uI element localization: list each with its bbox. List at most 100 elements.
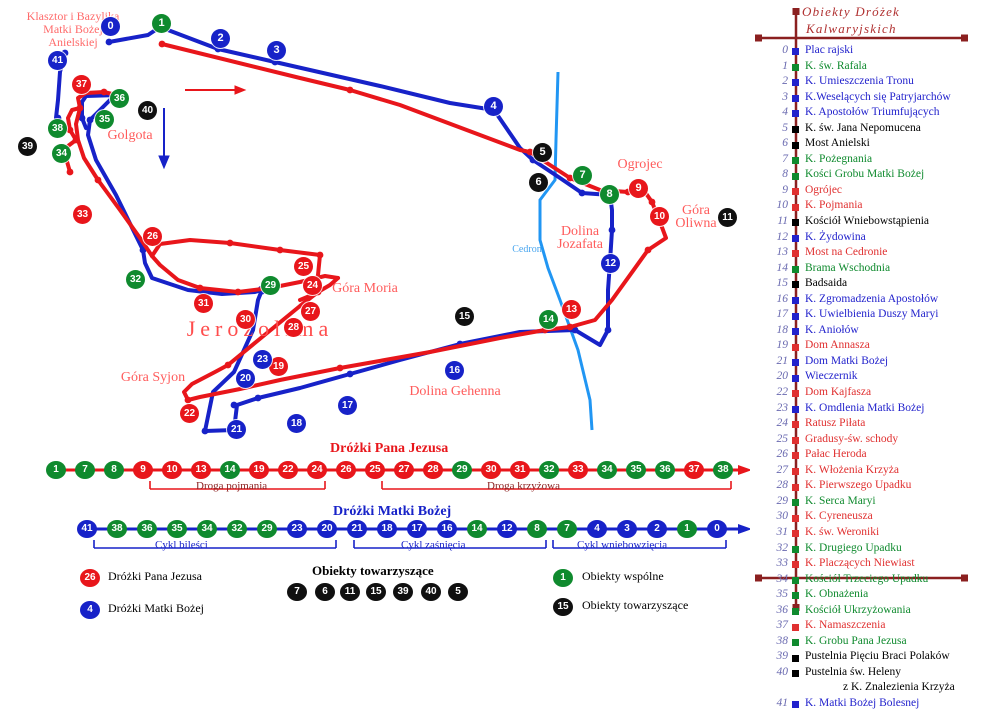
mary-strip-node-1[interactable]: 1 [677, 520, 697, 538]
legend-row-cont[interactable]: z K. Znalezienia Krzyża [752, 681, 1000, 697]
map-pin-39[interactable]: 39 [18, 137, 37, 156]
legend-row-33[interactable]: 33 K. Placzących Niewiast [752, 557, 1000, 573]
map-pin-23[interactable]: 23 [253, 350, 272, 369]
jesus-strip-node-30[interactable]: 30 [481, 461, 501, 479]
legend-row-5[interactable]: 5 K. św. Jana Nepomucena [752, 122, 1000, 138]
legend-row-12[interactable]: 12 K. Żydowina [752, 231, 1000, 247]
mary-strip-node-17[interactable]: 17 [407, 520, 427, 538]
jesus-strip-node-29[interactable]: 29 [452, 461, 472, 479]
map-pin-37[interactable]: 37 [72, 75, 91, 94]
mary-strip-node-38[interactable]: 38 [107, 520, 127, 538]
mary-strip-node-41[interactable]: 41 [77, 520, 97, 538]
map-pin-38[interactable]: 38 [48, 119, 67, 138]
mary-strip-node-23[interactable]: 23 [287, 520, 307, 538]
map-pin-11[interactable]: 11 [718, 208, 737, 227]
map-pin-30[interactable]: 30 [236, 310, 255, 329]
map-pin-7[interactable]: 7 [573, 166, 592, 185]
map-pin-6[interactable]: 6 [529, 173, 548, 192]
companion-node-6[interactable]: 6 [315, 583, 335, 601]
legend-row-1[interactable]: 1 K. św. Rafala [752, 60, 1000, 76]
jesus-strip-node-34[interactable]: 34 [597, 461, 617, 479]
jesus-strip-node-31[interactable]: 31 [510, 461, 530, 479]
map-pin-25[interactable]: 25 [294, 257, 313, 276]
map-pin-34[interactable]: 34 [52, 144, 71, 163]
mary-strip-node-16[interactable]: 16 [437, 520, 457, 538]
map-pin-40[interactable]: 40 [138, 101, 157, 120]
map-pin-8[interactable]: 8 [600, 185, 619, 204]
legend-row-41[interactable]: 41 K. Matki Bożej Bolesnej [752, 697, 1000, 713]
jesus-strip-node-38[interactable]: 38 [713, 461, 733, 479]
legend-row-13[interactable]: 13 Most na Cedronie [752, 246, 1000, 262]
jesus-strip-node-7[interactable]: 7 [75, 461, 95, 479]
map-pin-9[interactable]: 9 [629, 179, 648, 198]
companion-node-40[interactable]: 40 [421, 583, 441, 601]
map-pin-4[interactable]: 4 [484, 97, 503, 116]
legend-row-29[interactable]: 29 K. Serca Maryi [752, 495, 1000, 511]
jesus-strip-node-27[interactable]: 27 [394, 461, 414, 479]
legend-row-2[interactable]: 2 K. Umieszczenia Tronu [752, 75, 1000, 91]
legend-row-21[interactable]: 21 Dom Matki Bożej [752, 355, 1000, 371]
jesus-strip-node-25[interactable]: 25 [365, 461, 385, 479]
jesus-strip-node-24[interactable]: 24 [307, 461, 327, 479]
mary-strip-node-8[interactable]: 8 [527, 520, 547, 538]
legend-row-0[interactable]: 0 Plac rajski [752, 44, 1000, 60]
jesus-strip-node-26[interactable]: 26 [336, 461, 356, 479]
legend-row-39[interactable]: 39 Pustelnia Pięciu Braci Polaków [752, 650, 1000, 666]
map-pin-5[interactable]: 5 [533, 143, 552, 162]
mary-strip-node-29[interactable]: 29 [257, 520, 277, 538]
map-pin-14[interactable]: 14 [539, 310, 558, 329]
legend-row-23[interactable]: 23 K. Omdlenia Matki Bożej [752, 402, 1000, 418]
legend-row-15[interactable]: 15 Badsaida [752, 277, 1000, 293]
legend-row-6[interactable]: 6 Most Anielski [752, 137, 1000, 153]
map-pin-32[interactable]: 32 [126, 270, 145, 289]
map-pin-16[interactable]: 16 [445, 361, 464, 380]
jesus-strip-node-22[interactable]: 22 [278, 461, 298, 479]
legend-row-34[interactable]: 34 Kościół Trzeciego Upadku [752, 573, 1000, 589]
legend-row-7[interactable]: 7 K. Pożegnania [752, 153, 1000, 169]
legend-row-9[interactable]: 9 Ogrójec [752, 184, 1000, 200]
legend-row-10[interactable]: 10 K. Pojmania [752, 199, 1000, 215]
companion-node-39[interactable]: 39 [393, 583, 413, 601]
legend-row-36[interactable]: 36 Kościół Ukrzyżowania [752, 604, 1000, 620]
jesus-strip-node-9[interactable]: 9 [133, 461, 153, 479]
legend-row-8[interactable]: 8 Kości Grobu Matki Bożej [752, 168, 1000, 184]
map-pin-19[interactable]: 19 [269, 357, 288, 376]
mary-strip-node-18[interactable]: 18 [377, 520, 397, 538]
mary-strip-node-4[interactable]: 4 [587, 520, 607, 538]
map-pin-1[interactable]: 1 [152, 14, 171, 33]
legend-row-3[interactable]: 3 K.Weselących się Patryjarchów [752, 91, 1000, 107]
legend-row-30[interactable]: 30 K. Cyreneusza [752, 510, 1000, 526]
legend-row-32[interactable]: 32 K. Drugiego Upadku [752, 542, 1000, 558]
jesus-strip-node-32[interactable]: 32 [539, 461, 559, 479]
map-pin-22[interactable]: 22 [180, 404, 199, 423]
map-pin-21[interactable]: 21 [227, 420, 246, 439]
map-pin-3[interactable]: 3 [267, 41, 286, 60]
legend-row-27[interactable]: 27 K. Włożenia Krzyża [752, 464, 1000, 480]
mary-strip-node-32[interactable]: 32 [227, 520, 247, 538]
companion-node-15[interactable]: 15 [366, 583, 386, 601]
mary-strip-node-20[interactable]: 20 [317, 520, 337, 538]
legend-row-20[interactable]: 20 Wieczernik [752, 370, 1000, 386]
legend-row-25[interactable]: 25 Gradusy-św. schody [752, 433, 1000, 449]
mary-strip-node-3[interactable]: 3 [617, 520, 637, 538]
legend-row-38[interactable]: 38 K. Grobu Pana Jezusa [752, 635, 1000, 651]
map-pin-29[interactable]: 29 [261, 276, 280, 295]
map-pin-20[interactable]: 20 [236, 369, 255, 388]
companion-node-11[interactable]: 11 [340, 583, 360, 601]
mary-strip-node-7[interactable]: 7 [557, 520, 577, 538]
jesus-strip-node-13[interactable]: 13 [191, 461, 211, 479]
mary-strip-node-34[interactable]: 34 [197, 520, 217, 538]
legend-row-16[interactable]: 16 K. Zgromadzenia Apostołów [752, 293, 1000, 309]
mary-strip-node-21[interactable]: 21 [347, 520, 367, 538]
legend-row-14[interactable]: 14 Brama Wschodnia [752, 262, 1000, 278]
legend-row-19[interactable]: 19 Dom Annasza [752, 339, 1000, 355]
legend-row-37[interactable]: 37 K. Namaszczenia [752, 619, 1000, 635]
companion-node-5[interactable]: 5 [448, 583, 468, 601]
map-pin-27[interactable]: 27 [301, 302, 320, 321]
jesus-strip-node-1[interactable]: 1 [46, 461, 66, 479]
map-pin-24[interactable]: 24 [303, 276, 322, 295]
mary-strip-node-36[interactable]: 36 [137, 520, 157, 538]
legend-row-28[interactable]: 28 K. Pierwszego Upadku [752, 479, 1000, 495]
mary-strip-node-35[interactable]: 35 [167, 520, 187, 538]
map-pin-15[interactable]: 15 [455, 307, 474, 326]
